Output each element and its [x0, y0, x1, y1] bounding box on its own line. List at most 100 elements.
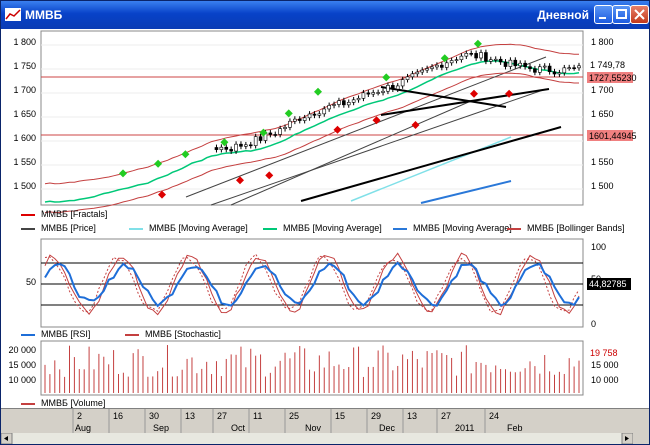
last-price-value: 1 749,78 — [590, 60, 625, 70]
day-label: 13 — [407, 411, 417, 421]
window-title: ММВБ — [25, 8, 63, 22]
candle-body — [400, 79, 405, 87]
candle-body — [415, 71, 420, 75]
legend-ma-1[interactable]: ММВБ [Moving Average] — [129, 223, 248, 233]
candle-body — [562, 67, 567, 74]
candle-body — [395, 85, 400, 90]
legend-swatch — [263, 227, 277, 230]
day-label: 11 — [253, 411, 262, 421]
month-label: Nov — [305, 423, 322, 433]
candle-body — [435, 64, 439, 68]
candle-body — [351, 99, 356, 103]
candle-body — [268, 132, 273, 135]
scroll-left-icon — [4, 436, 8, 441]
volume-value-badge — [588, 347, 618, 358]
candle-body — [346, 102, 351, 106]
day-label: 27 — [217, 411, 227, 421]
time-axis-labels: 2 16 30 13 27 11 25 15 29 13 27 24 Aug Sep Oct Nov Dec 20… — [72, 409, 523, 435]
day-label: 16 — [113, 411, 123, 421]
month-label: Feb — [507, 423, 523, 433]
month-label: 2011 — [455, 423, 474, 433]
timeframe-label[interactable]: Дневной — [537, 8, 589, 22]
candle-body — [366, 92, 371, 95]
candle-body — [444, 62, 449, 68]
lower-level-value: 1601,44945 — [589, 131, 637, 141]
candle-body — [327, 105, 331, 110]
candle-body — [312, 113, 317, 116]
chart-canvas[interactable]: 1 800 1 750 1 700 1 650 1 600 1 550 1 50… — [1, 29, 649, 444]
lower-level-badge — [587, 130, 633, 141]
legend-label: ММВБ [Price] — [41, 223, 96, 233]
month-label: Aug — [75, 423, 91, 433]
candle-body — [484, 52, 488, 62]
candle-body — [464, 53, 469, 57]
candle-body — [552, 71, 557, 75]
legend-ma-3[interactable]: ММВБ [Moving Average] — [393, 223, 512, 233]
candle-body — [361, 92, 366, 99]
price-axis-left: 1 800 1 750 1 700 1 650 1 600 1 550 1 50… — [13, 37, 36, 191]
close-icon — [634, 9, 645, 20]
maximize-button[interactable] — [612, 5, 631, 24]
fractal-up-marker — [314, 87, 322, 96]
candle-body — [381, 90, 385, 93]
day-label: 13 — [185, 411, 195, 421]
fractal-down-marker — [333, 125, 342, 134]
close-button[interactable] — [630, 5, 649, 24]
fractal-down-marker — [411, 121, 420, 129]
candle-body — [273, 134, 278, 136]
candle-body — [508, 59, 513, 67]
legend-bollinger[interactable]: ММВБ [Bollinger Bands] — [507, 223, 624, 233]
candle-body — [425, 68, 429, 71]
price-layer — [41, 39, 583, 214]
oscillator-panel-frame — [40, 238, 584, 328]
fractal-up-marker — [119, 169, 127, 178]
legend-swatch — [507, 227, 521, 230]
candle-body — [283, 127, 287, 129]
candle-body — [248, 144, 253, 147]
rsi-line — [44, 261, 580, 308]
maximize-icon — [616, 9, 627, 19]
month-label: Sep — [153, 423, 169, 433]
day-label: 2 — [77, 411, 82, 421]
price-tick: 1 550 — [13, 157, 36, 167]
volume-tick: 20 000 — [8, 345, 36, 355]
fractal-down-marker — [236, 176, 244, 185]
chart-area[interactable]: 1 800 1 750 1 700 1 650 1 600 1 550 1 50… — [1, 29, 649, 444]
legend-price[interactable]: ММВБ [Price] — [21, 223, 96, 233]
legend-stochastic[interactable]: ММВБ [Stochastic] — [125, 329, 221, 339]
candle-body — [493, 58, 498, 61]
last-price-badge — [588, 59, 630, 70]
price-tick: 1 800 — [13, 37, 36, 47]
fractal-up-marker — [220, 138, 229, 147]
stochastic-signal-line — [44, 253, 580, 313]
candle-body — [430, 66, 434, 69]
day-label: 24 — [489, 411, 499, 421]
minimize-button[interactable] — [594, 5, 613, 24]
legend-label: ММВБ [Moving Average] — [149, 223, 248, 233]
fractal-up-marker — [284, 109, 293, 118]
legend-rsi[interactable]: ММВБ [RSI] — [21, 329, 90, 339]
legend-label: ММВБ [Fractals] — [41, 209, 108, 219]
candle-body — [440, 64, 444, 68]
day-label: 25 — [289, 411, 299, 421]
candle-body — [538, 66, 542, 73]
legend-swatch — [393, 227, 407, 230]
legend-volume[interactable]: ММВБ [Volume] — [21, 398, 105, 408]
legend-label: ММВБ [Moving Average] — [413, 223, 512, 233]
price-tick: 1 500 — [591, 181, 614, 191]
legend-fractals[interactable]: ММВБ [Fractals] — [21, 209, 107, 219]
trend-line — [380, 88, 550, 116]
price-tick: 1 750 — [13, 61, 36, 71]
candle-body — [258, 136, 263, 141]
bollinger-upper — [44, 43, 579, 185]
legend-ma-2[interactable]: ММВБ [Moving Average] — [263, 223, 382, 233]
candle-body — [410, 73, 415, 78]
candle-body — [229, 149, 233, 152]
candle-body — [234, 143, 238, 152]
volume-tick: 15 000 — [591, 360, 619, 370]
horizontal-scrollbar[interactable] — [1, 433, 633, 444]
candle-body — [459, 55, 464, 61]
title-bar[interactable]: ММВБ Дневной — [1, 1, 649, 29]
candle-body — [342, 100, 346, 106]
candle-body — [572, 67, 576, 69]
